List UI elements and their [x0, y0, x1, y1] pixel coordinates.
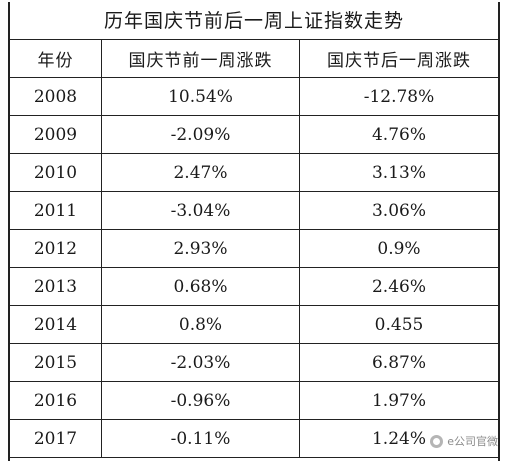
post-change-cell: 1.24% [371, 428, 426, 449]
wechat-icon [430, 434, 444, 448]
table-header-row: 年份 国庆节前一周涨跌 国庆节后一周涨跌 [10, 40, 498, 78]
pre-change-cell: 10.54% [102, 78, 300, 115]
table-row: 2017 -0.11% 1.24% [10, 420, 498, 458]
pre-change-cell: 2.47% [102, 154, 300, 191]
post-change-cell: 6.87% [371, 352, 426, 373]
year-cell: 2015 [10, 344, 102, 381]
table-title: 历年国庆节前后一周上证指数走势 [10, 2, 498, 40]
table-row: 2010 2.47% 3.13% [10, 154, 498, 192]
post-change-cell: 1.97% [371, 390, 426, 411]
year-cell: 2010 [10, 154, 102, 191]
index-table: 历年国庆节前后一周上证指数走势 年份 国庆节前一周涨跌 国庆节后一周涨跌 200… [8, 2, 500, 461]
pre-change-cell: 0.8% [102, 306, 300, 343]
post-change-cell: 0.9% [377, 238, 421, 259]
header-pre-holiday: 国庆节前一周涨跌 [102, 40, 300, 77]
pre-change-cell: 2.93% [102, 230, 300, 267]
pre-change-cell: 0.68% [102, 268, 300, 305]
year-cell: 2016 [10, 382, 102, 419]
table-row: 2008 10.54% -12.78% [10, 78, 498, 116]
table-row: 2014 0.8% 0.455 [10, 306, 498, 344]
table-row: 2011 -3.04% 3.06% [10, 192, 498, 230]
year-cell: 2013 [10, 268, 102, 305]
table-grid: 年份 国庆节前一周涨跌 国庆节后一周涨跌 2008 10.54% -12.78%… [10, 40, 498, 458]
table-row: 2016 -0.96% 1.97% [10, 382, 498, 420]
watermark: e公司官微 [430, 433, 498, 449]
pre-change-cell: -3.04% [102, 192, 300, 229]
post-change-cell: 0.455 [374, 314, 424, 335]
post-change-cell: 2.46% [371, 276, 426, 297]
post-change-cell: 4.76% [371, 124, 426, 145]
year-cell: 2008 [10, 78, 102, 115]
table-row: 2015 -2.03% 6.87% [10, 344, 498, 382]
pre-change-cell: -2.03% [102, 344, 300, 381]
table-row: 2013 0.68% 2.46% [10, 268, 498, 306]
watermark-text: e公司官微 [447, 435, 498, 448]
year-cell: 2011 [10, 192, 102, 229]
year-cell: 2014 [10, 306, 102, 343]
post-change-cell: 3.13% [371, 162, 426, 183]
year-cell: 2009 [10, 116, 102, 153]
post-change-cell: -12.78% [363, 86, 435, 107]
pre-change-cell: -0.96% [102, 382, 300, 419]
header-year: 年份 [10, 40, 102, 77]
table-row: 2009 -2.09% 4.76% [10, 116, 498, 154]
pre-change-cell: -0.11% [102, 420, 300, 457]
post-change-cell: 3.06% [371, 200, 426, 221]
year-cell: 2017 [10, 420, 102, 457]
table-row: 2012 2.93% 0.9% [10, 230, 498, 268]
header-post-holiday: 国庆节后一周涨跌 [327, 51, 471, 71]
pre-change-cell: -2.09% [102, 116, 300, 153]
year-cell: 2012 [10, 230, 102, 267]
